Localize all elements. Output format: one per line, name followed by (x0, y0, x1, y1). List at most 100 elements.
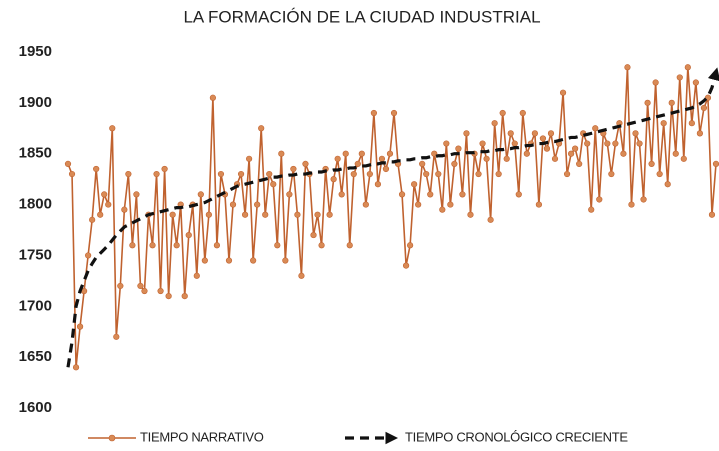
series-marker (451, 160, 458, 167)
series-marker (358, 150, 365, 157)
series-marker (402, 262, 410, 269)
series-marker (298, 272, 305, 279)
series-marker (153, 170, 160, 178)
series-marker (592, 125, 599, 132)
series-marker (386, 150, 394, 157)
series-marker (141, 287, 148, 295)
series-marker (559, 89, 567, 96)
series-marker (535, 201, 543, 208)
series-marker (539, 135, 547, 142)
series-marker (157, 287, 164, 295)
series-marker (664, 181, 671, 188)
series-marker (237, 170, 245, 178)
series-marker (523, 150, 530, 157)
series-marker (250, 257, 257, 264)
series-marker (274, 242, 281, 249)
series-marker (443, 140, 450, 147)
series-marker (266, 170, 273, 178)
series-marker (382, 165, 390, 173)
series-marker (93, 165, 100, 173)
y-tick-label: 1600 (19, 399, 52, 416)
series-marker (487, 216, 494, 223)
series-marker (294, 211, 301, 218)
series-marker (648, 160, 655, 167)
series-marker (149, 242, 156, 249)
series-marker (604, 140, 611, 147)
series-marker (636, 140, 643, 147)
series-line (66, 67, 719, 368)
series-marker (688, 120, 695, 127)
chart-title: LA FORMACIÓN DE LA CIUDAD INDUSTRIAL (183, 7, 540, 26)
series-marker (660, 120, 667, 127)
series-marker (519, 109, 526, 117)
series-marker (89, 216, 96, 223)
series-marker (479, 140, 486, 147)
series-marker (576, 160, 583, 167)
series-marker (173, 242, 180, 249)
series-marker (620, 150, 627, 157)
series-marker (696, 130, 704, 137)
series-marker (419, 160, 426, 167)
series-marker (346, 242, 353, 249)
series-marker (326, 211, 333, 218)
series-marker (209, 94, 216, 101)
series-marker (415, 201, 422, 208)
series-marker (137, 282, 144, 290)
series-marker (459, 191, 466, 198)
series-marker (213, 242, 221, 249)
series-marker (133, 191, 140, 198)
series-marker (676, 74, 683, 81)
series-marker (68, 170, 76, 178)
series-marker (547, 130, 555, 137)
series-marker (491, 120, 498, 127)
series-marker (270, 181, 277, 188)
series-marker (431, 150, 438, 157)
series-marker (644, 99, 651, 106)
series-marker (511, 140, 518, 147)
series-marker (656, 170, 663, 178)
series-marker (76, 323, 84, 330)
series-marker (708, 211, 716, 218)
series-marker (105, 201, 112, 208)
series-marker (411, 181, 418, 188)
series-marker (290, 165, 297, 173)
series-marker (531, 130, 538, 137)
series-marker (712, 160, 719, 167)
series-marker (181, 293, 188, 300)
series-marker (330, 176, 337, 183)
series-marker (342, 150, 349, 157)
series-marker (254, 201, 261, 208)
series-marker (495, 170, 502, 178)
series-marker (193, 272, 200, 279)
series-marker (692, 79, 699, 86)
series-marker (572, 145, 579, 152)
series-marker (632, 130, 639, 137)
series-marker (624, 64, 631, 71)
series-marker (455, 145, 462, 152)
series-marker (390, 109, 398, 117)
series-marker (229, 201, 237, 208)
series-marker (374, 181, 382, 188)
series-marker (278, 150, 285, 157)
series-marker (475, 170, 482, 178)
series-marker (318, 242, 325, 249)
series-marker (543, 145, 551, 152)
series-marker (499, 109, 506, 117)
series-marker (350, 170, 357, 178)
series-marker (282, 257, 289, 264)
legend-label: TIEMPO CRONOLÓGICO CRECIENTE (405, 429, 628, 444)
series-marker (447, 201, 454, 208)
series-marker (668, 99, 675, 106)
series-marker (612, 140, 619, 147)
series-marker (640, 196, 647, 203)
series-marker (85, 252, 92, 259)
series-marker (258, 125, 265, 132)
series-marker (362, 201, 369, 208)
series-marker (366, 170, 373, 178)
series-marker (684, 64, 691, 71)
series-marker (503, 155, 510, 162)
series-marker (225, 257, 233, 264)
y-tick-label: 1700 (19, 297, 52, 314)
series-marker (64, 160, 72, 167)
